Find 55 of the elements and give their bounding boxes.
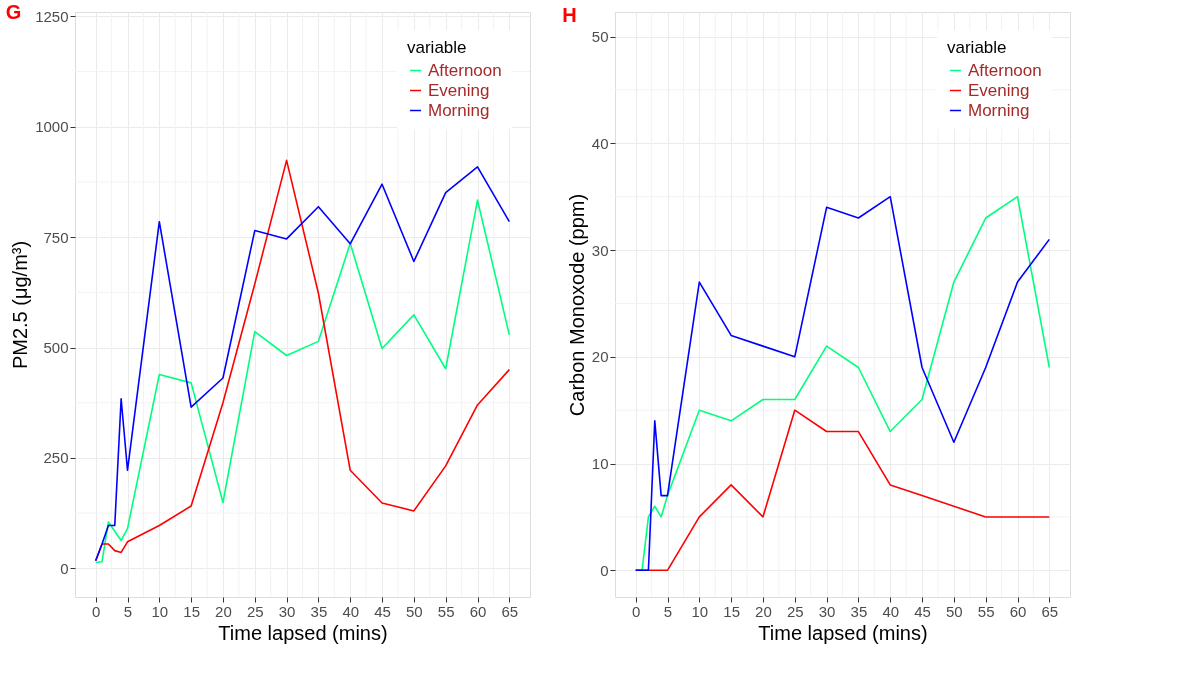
x-tick-label: 20 [755, 602, 772, 620]
y-tick-label: 40 [591, 134, 609, 152]
legend-label: Evening [968, 80, 1030, 100]
x-tick-label: 15 [183, 602, 200, 620]
y-tick-label: 750 [43, 228, 69, 246]
y-tick-label: 0 [60, 559, 69, 577]
y-tick-label: 0 [600, 561, 609, 579]
x-tick-label: 30 [278, 602, 296, 620]
x-tick-label: 0 [632, 602, 641, 620]
x-tick-label: 50 [406, 602, 423, 620]
x-tick-label: 5 [123, 602, 133, 620]
legend-title: variable [947, 38, 1007, 57]
chart-title: G [5, 1, 22, 24]
x-tick-label: 15 [723, 602, 740, 620]
legend-label: Morning [428, 100, 490, 120]
x-tick-label: 45 [374, 602, 391, 620]
x-tick-label: 20 [215, 602, 232, 620]
x-tick-label: 35 [850, 602, 868, 620]
line-series [634, 195, 1051, 572]
legend-label: Afternoon [968, 60, 1042, 80]
y-tick-label: 50 [591, 28, 609, 46]
x-tick-label: 10 [151, 602, 169, 620]
y-tick-label: 20 [591, 348, 609, 366]
y-axis-title: Carbon Monoxode (ppm) [565, 193, 588, 417]
y-tick-label: 30 [591, 241, 609, 259]
x-tick-label: 60 [469, 602, 487, 620]
x-axis-title: Time lapsed (mins) [758, 621, 928, 644]
legend-label: Afternoon [428, 60, 502, 80]
x-tick-label: 55 [437, 602, 455, 620]
x-tick-label: 50 [946, 602, 963, 620]
y-tick-label: 10 [591, 455, 609, 473]
x-tick-label: 55 [977, 602, 995, 620]
x-tick-label: 35 [310, 602, 328, 620]
x-tick-label: 25 [786, 602, 804, 620]
x-tick-label: 40 [342, 602, 360, 620]
x-tick-label: 45 [914, 602, 931, 620]
x-axis-title: Time lapsed (mins) [218, 621, 388, 644]
y-axis-title: PM2.5 (μg/m³) [9, 240, 32, 370]
x-tick-label: 60 [1009, 602, 1027, 620]
y-tick-label: 1000 [35, 118, 69, 136]
x-tick-label: 30 [818, 602, 836, 620]
x-tick-label: 40 [882, 602, 900, 620]
x-tick-label: 5 [663, 602, 673, 620]
y-tick-label: 250 [43, 449, 69, 467]
legend-title: variable [407, 38, 467, 57]
y-tick-label: 1250 [35, 7, 69, 25]
x-tick-label: 25 [246, 602, 264, 620]
x-tick-label: 0 [92, 602, 101, 620]
y-tick-label: 500 [43, 339, 69, 357]
x-tick-label: 10 [691, 602, 709, 620]
legend-label: Morning [968, 100, 1030, 120]
x-tick-label: 65 [1041, 602, 1059, 620]
chart-title: H [562, 3, 577, 26]
x-tick-label: 65 [501, 602, 519, 620]
legend-label: Evening [428, 80, 490, 100]
